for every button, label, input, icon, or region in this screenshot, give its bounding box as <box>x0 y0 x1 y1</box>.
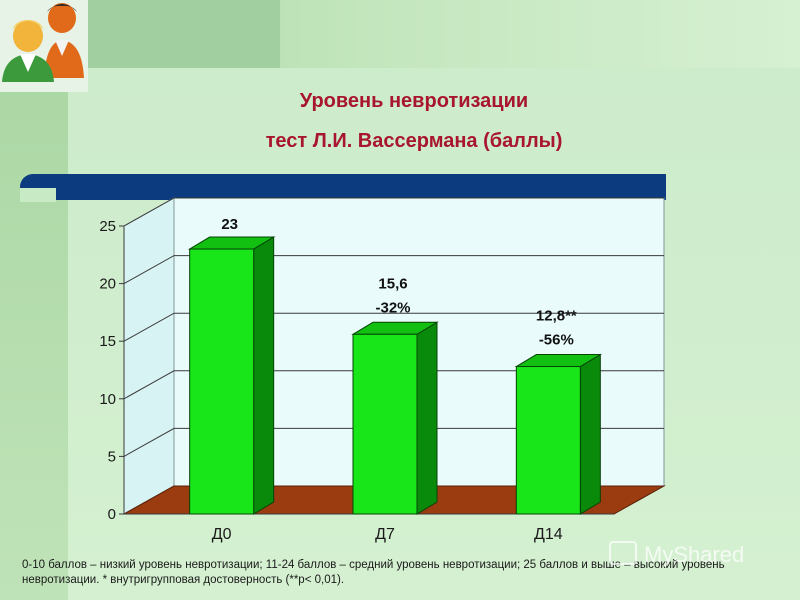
page-title: Уровень невротизации <box>299 90 529 112</box>
page-subtitle: тест Л.И. Вассермана (баллы) <box>265 130 563 152</box>
divider-bar <box>20 174 666 200</box>
change-label: -56% <box>539 332 574 349</box>
y-tick-label: 25 <box>99 218 116 235</box>
x-tick-label: Д14 <box>534 526 563 543</box>
people-icon <box>0 0 88 92</box>
y-tick-label: 15 <box>99 333 116 350</box>
bar <box>189 248 255 515</box>
gridline <box>123 427 664 457</box>
bar-side <box>253 236 275 515</box>
background-left <box>0 0 68 600</box>
bar <box>515 366 581 515</box>
y-tick-label: 10 <box>99 391 116 408</box>
y-tick-label: 20 <box>99 276 116 293</box>
data-label: 12,8** <box>536 308 577 325</box>
x-tick-label: Д7 <box>375 526 395 543</box>
bar-side <box>579 353 601 515</box>
gridline <box>123 370 664 400</box>
bar <box>352 333 418 515</box>
divider-notch <box>20 188 56 202</box>
y-tick-label: 5 <box>108 448 116 465</box>
gridline <box>123 312 664 342</box>
x-tick-label: Д0 <box>212 526 232 543</box>
watermark-icon <box>609 541 637 565</box>
footnote: 0-10 баллов – низкий уровень невротизаци… <box>22 559 725 586</box>
data-label: 15,6 <box>378 275 407 292</box>
gridline <box>123 197 664 227</box>
change-label: -32% <box>375 299 410 316</box>
watermark: MyShared <box>609 541 744 567</box>
gridline <box>123 255 664 285</box>
y-tick-label: 0 <box>108 506 116 523</box>
bar-side <box>416 321 438 515</box>
watermark-text: MyShared <box>644 542 744 567</box>
data-label: 23 <box>221 216 238 233</box>
chart-side-wall <box>123 197 175 515</box>
